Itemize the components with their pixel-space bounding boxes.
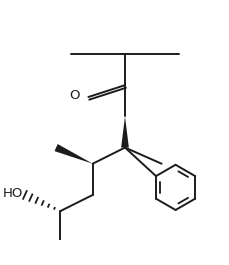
- Text: HO: HO: [2, 187, 23, 200]
- Text: O: O: [69, 89, 80, 102]
- Polygon shape: [55, 144, 93, 164]
- Polygon shape: [121, 116, 129, 148]
